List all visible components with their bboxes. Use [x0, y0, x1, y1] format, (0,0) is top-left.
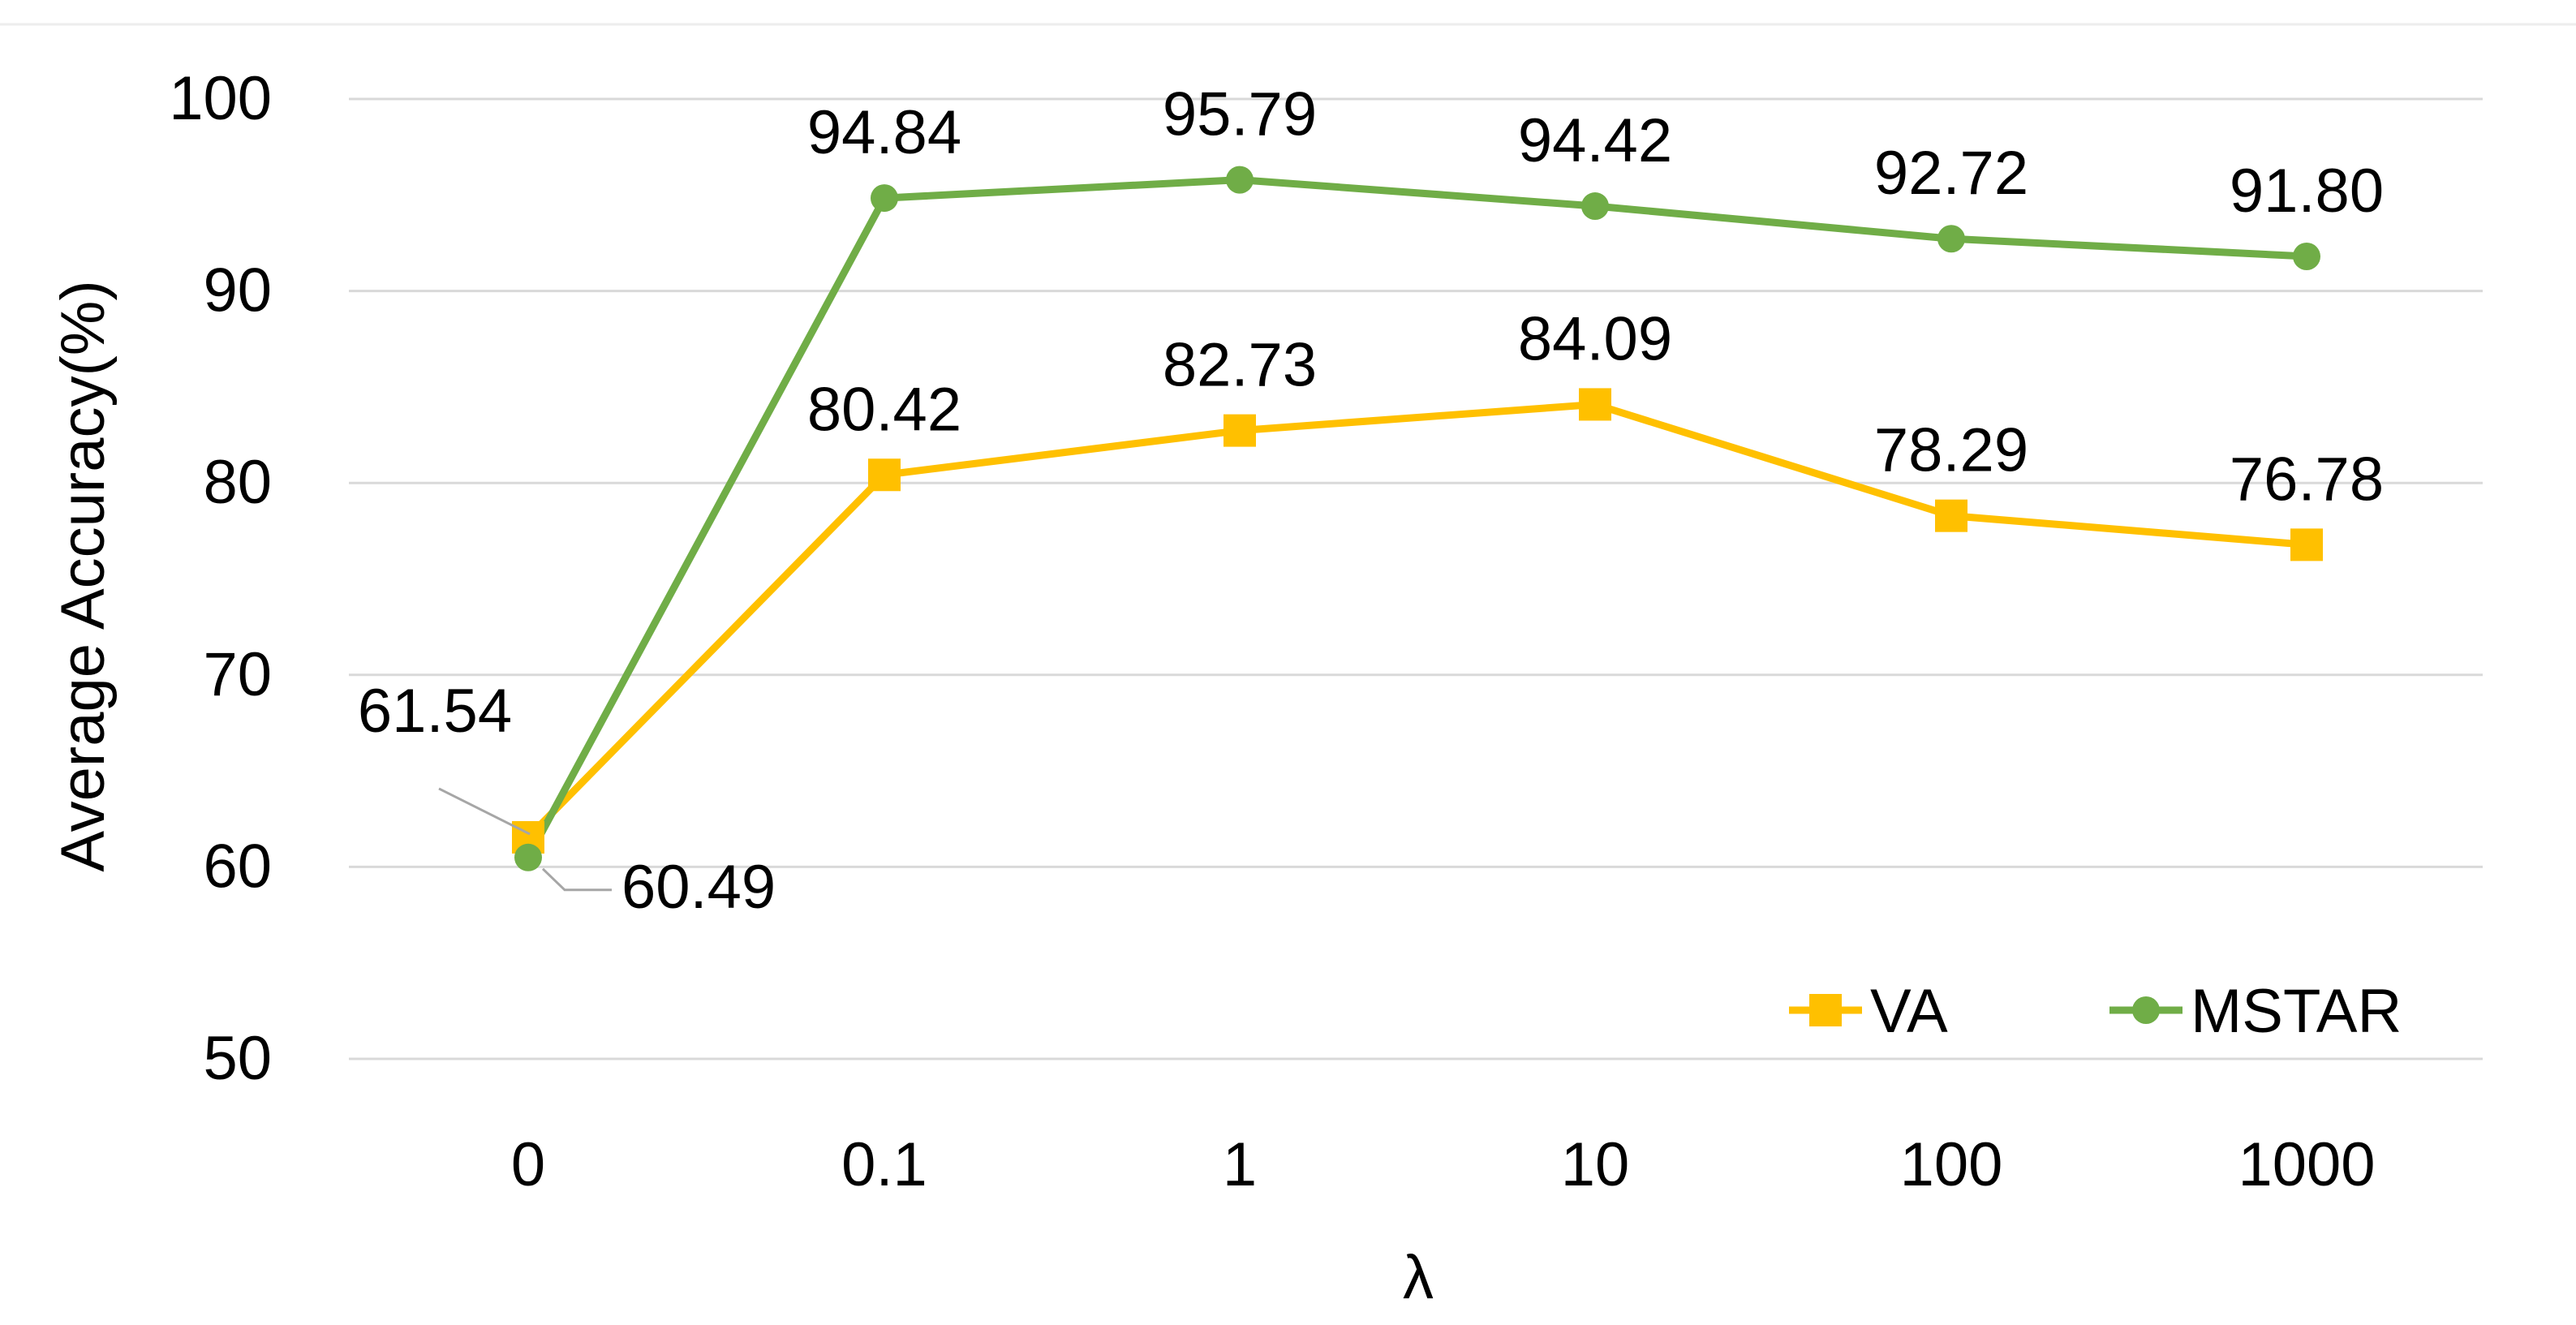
x-axis-title: λ: [1403, 1243, 1434, 1312]
legend: VA MSTAR: [1789, 977, 2402, 1046]
legend-label-va: VA: [1870, 977, 1948, 1046]
data-label-mstar: 94.42: [1518, 106, 1672, 175]
y-tick-label: 90: [203, 256, 272, 325]
series-line-va: [524, 400, 2311, 841]
data-label-mstar: 94.84: [807, 98, 961, 167]
x-tick-label: 10: [1561, 1130, 1630, 1199]
marker-mstar-point: [871, 184, 898, 213]
series-group: [512, 166, 2323, 871]
label-leader-lines: [438, 787, 612, 892]
data-label-va: 76.78: [2230, 445, 2384, 514]
legend-marker-mstar: [2132, 996, 2160, 1024]
marker-va-point: [1223, 414, 1256, 447]
y-tick-label: 50: [203, 1024, 272, 1093]
x-tick-label: 1000: [2238, 1130, 2375, 1199]
y-axis-title: Average Accuracy(%): [49, 280, 118, 871]
data-label-va: 80.42: [807, 375, 961, 444]
marker-mstar-point: [2293, 243, 2320, 271]
y-tick-label: 80: [203, 448, 272, 517]
marker-mstar-point: [514, 843, 542, 871]
marker-mstar-point: [1937, 225, 1965, 253]
data-label-mstar: 95.79: [1163, 80, 1317, 149]
y-tick-label: 100: [169, 64, 272, 133]
data-label-mstar: 92.72: [1874, 139, 2028, 208]
data-label-va: 78.29: [1874, 416, 2028, 485]
leader-line: [541, 867, 612, 892]
marker-va-point: [868, 458, 901, 492]
x-axis-ticks: 0 0.1 1 10 100 1000: [511, 1130, 2376, 1199]
data-label-va: 61.54: [358, 677, 512, 746]
x-tick-label: 1: [1223, 1130, 1257, 1199]
marker-mstar-point: [1581, 192, 1609, 221]
y-tick-label: 60: [203, 832, 272, 901]
marker-va-point: [1935, 499, 1967, 532]
data-label-va: 84.09: [1518, 304, 1672, 373]
legend-label-mstar: MSTAR: [2191, 977, 2402, 1046]
data-label-va: 82.73: [1163, 331, 1317, 400]
gridlines: [349, 97, 2483, 1060]
legend-marker-va: [1809, 994, 1842, 1026]
data-labels: 61.54 80.42 82.73 84.09 78.29 76.78 60.49 94.84…: [358, 80, 2384, 922]
marker-va-point: [2290, 528, 2323, 561]
y-tick-label: 70: [203, 640, 272, 709]
data-label-mstar: 60.49: [621, 853, 776, 922]
x-tick-label: 0.1: [841, 1130, 927, 1199]
data-label-mstar: 91.80: [2230, 157, 2384, 226]
marker-va-point: [1579, 388, 1611, 421]
leader-line: [438, 787, 531, 836]
x-tick-label: 0: [511, 1130, 545, 1199]
y-axis-ticks: 50 60 70 80 90 100: [169, 64, 272, 1093]
series-line-mstar: [524, 176, 2311, 862]
x-tick-label: 100: [1900, 1130, 2003, 1199]
marker-mstar-point: [1226, 166, 1254, 194]
